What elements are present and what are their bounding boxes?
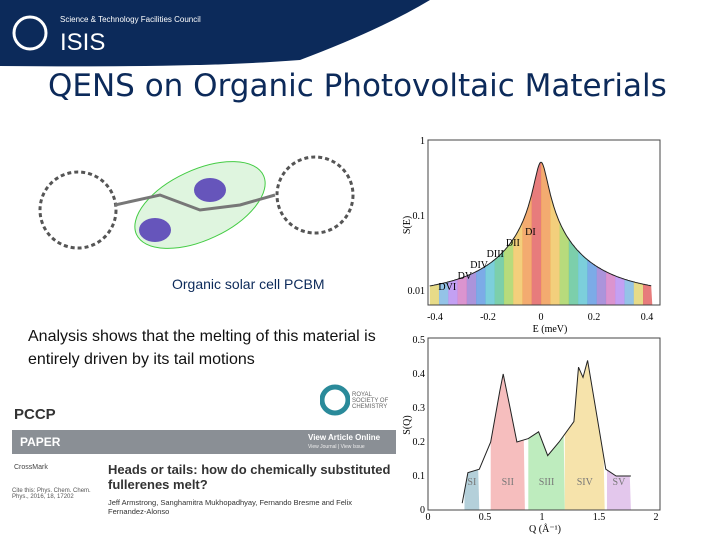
crossmark: CrossMark	[14, 464, 48, 471]
band	[605, 162, 616, 305]
x-tick-label: -0.2	[480, 312, 496, 323]
x-tick-label: 0	[539, 312, 544, 323]
y-tick-label: 0	[420, 505, 425, 516]
header-band: Science & Technology Facilities Council …	[0, 0, 430, 67]
logo-mark	[12, 15, 48, 51]
y-axis-label: S(E)	[402, 216, 413, 234]
x-tick-label: 1	[540, 512, 545, 523]
section: PAPER	[20, 435, 61, 449]
cite: Cite this: Phys. Chem. Chem. Phys., 2016…	[12, 488, 91, 500]
frame	[427, 139, 661, 306]
region-label: SIV	[577, 477, 594, 488]
lobe	[139, 218, 171, 242]
x-tick-label: 0	[426, 512, 431, 523]
band	[494, 162, 505, 305]
caption: Organic solar cell PCBM	[172, 276, 325, 292]
region	[606, 470, 631, 510]
slide-title: QENS on Organic Photovoltaic Materials	[48, 68, 667, 104]
frame	[427, 337, 661, 511]
band	[578, 162, 588, 305]
band	[624, 162, 634, 305]
x-tick-label: 2	[654, 512, 659, 523]
y-tick-label: 0.4	[413, 369, 426, 380]
y-tick-label: 0.1	[413, 471, 426, 482]
band	[476, 162, 486, 305]
band	[633, 162, 644, 305]
band-label: DV	[458, 271, 473, 282]
y-tick-label: 0.3	[413, 403, 426, 414]
y-tick-label: 0.2	[413, 437, 426, 448]
band	[568, 162, 579, 305]
paper-screenshot: PCCP ROYAL SOCIETY OF CHEMISTRY PAPER Vi…	[8, 378, 398, 538]
region-label: SI	[467, 477, 476, 488]
band	[503, 162, 514, 305]
society-ring	[320, 384, 350, 416]
band	[522, 162, 532, 305]
band	[559, 162, 570, 305]
density-mesh	[134, 161, 266, 249]
regions	[464, 360, 631, 510]
band-label: DI	[525, 227, 536, 238]
view-journal[interactable]: View Journal | View Issue	[308, 444, 365, 450]
y-tick-label: 0.5	[413, 335, 426, 346]
region	[464, 469, 480, 510]
band	[596, 162, 607, 305]
region	[564, 360, 605, 510]
region-label: SIII	[539, 477, 555, 488]
region-label: SV	[613, 477, 627, 488]
region	[528, 431, 565, 510]
logo-text: ISIS	[60, 29, 105, 56]
society-logo	[320, 384, 350, 416]
y-axis-label: S(Q)	[402, 415, 413, 434]
lobe	[194, 178, 226, 202]
paper-bar: PAPER View Article Online View Journal |…	[12, 430, 396, 454]
journal: PCCP	[14, 406, 56, 423]
region	[490, 374, 525, 510]
y-tick-label: 1	[420, 136, 425, 147]
authors: Jeff Armstrong, Sanghamitra Mukhopadhyay…	[108, 498, 353, 516]
header-shape	[0, 0, 430, 67]
analysis-text: Analysis shows that the melting of this …	[28, 328, 376, 368]
x-tick-label: 0.5	[479, 512, 492, 523]
y-tick-label: 0.1	[413, 211, 426, 222]
band	[448, 162, 458, 305]
band	[587, 162, 597, 305]
x-tick-label: 1.5	[593, 512, 606, 523]
curve	[429, 161, 652, 287]
region-label: SII	[502, 477, 514, 488]
band	[550, 162, 560, 305]
energy-plot: 10.10.01-0.4 -0.2 0 0.2 0.4S(E)E (meV)DIDIID…	[402, 136, 661, 335]
band	[513, 162, 523, 305]
view-online[interactable]: View Article Online	[308, 433, 381, 442]
chain	[114, 193, 276, 212]
x-tick-label: 0.2	[588, 312, 601, 323]
q-plot: SI SII SIII SIV SV 0 0.1 0.2 0.3 0.4 0.5 0 0.5 1 1.5 2 S…	[402, 335, 661, 535]
paper-title: Heads or tails: how do chemically substi…	[108, 462, 391, 492]
band	[643, 162, 653, 305]
x-axis-label: E (meV)	[533, 324, 568, 335]
fullerene	[275, 155, 355, 235]
molecule-image	[38, 155, 355, 250]
band	[485, 162, 495, 305]
x-tick-label: 0.4	[641, 312, 654, 323]
society: ROYAL SOCIETY OF CHEMISTRY	[352, 392, 389, 410]
band	[531, 162, 542, 305]
band-label: DIII	[487, 249, 504, 260]
band	[541, 162, 551, 305]
curve	[461, 360, 631, 504]
y-tick-label: 0.01	[408, 286, 426, 297]
band	[438, 162, 449, 305]
organisation: Science & Technology Facilities Council	[60, 15, 201, 24]
fullerene	[38, 170, 118, 250]
band-label: DII	[506, 238, 520, 249]
band-label: DIV	[470, 260, 489, 271]
band-label: DVI	[438, 282, 456, 293]
x-tick-label: -0.4	[427, 312, 443, 323]
band	[429, 162, 440, 305]
x-axis-label: Q (Å⁻¹)	[529, 523, 561, 535]
